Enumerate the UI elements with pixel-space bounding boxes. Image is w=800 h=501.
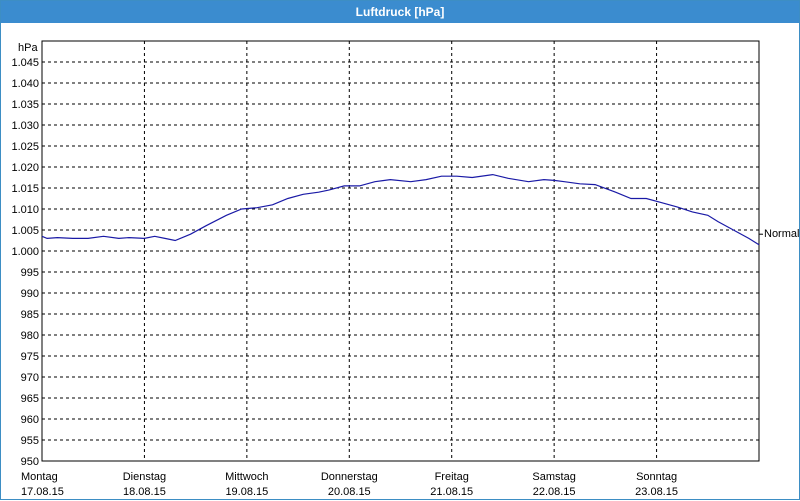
- x-tick-day-label: Mittwoch: [225, 471, 268, 483]
- y-tick-label: 950: [21, 456, 39, 468]
- x-tick-date-label: 22.08.15: [533, 486, 576, 498]
- x-tick-day-label: Sonntag: [636, 471, 677, 483]
- y-tick-label: 955: [21, 435, 39, 447]
- y-tick-label: 1.045: [11, 57, 39, 69]
- y-axis-label: hPa: [18, 42, 38, 54]
- y-tick-label: 990: [21, 288, 39, 300]
- y-tick-label: 960: [21, 414, 39, 426]
- y-tick-label: 1.020: [11, 162, 39, 174]
- y-tick-labels: 950 955 960 965 970 975 980 985 990 995 1.000 1.005…: [11, 57, 39, 468]
- x-tick-day-label: Dienstag: [123, 471, 166, 483]
- series-group: [41, 173, 760, 246]
- window-title: Luftdruck [hPa]: [1, 1, 799, 23]
- y-tick-label: 1.035: [11, 99, 39, 111]
- x-tick-date-label: 17.08.15: [21, 486, 64, 498]
- y-tick-label: 1.005: [11, 225, 39, 237]
- y-tick-label: 975: [21, 351, 39, 363]
- x-tick-day-label: Samstag: [532, 471, 575, 483]
- reference-line-label: Normal: [764, 228, 799, 240]
- y-tick-label: 1.025: [11, 141, 39, 153]
- grid-lines: [42, 41, 763, 461]
- series-line: [41, 173, 760, 246]
- y-tick-label: 980: [21, 330, 39, 342]
- x-tick-labels: Montag 17.08.15 Dienstag 18.08.15 Mittwoch 19…: [21, 471, 678, 498]
- y-tick-label: 970: [21, 372, 39, 384]
- x-tick-date-label: 18.08.15: [123, 486, 166, 498]
- x-tick-day-label: Donnerstag: [321, 471, 378, 483]
- y-tick-label: 1.015: [11, 183, 39, 195]
- y-tick-label: 1.010: [11, 204, 39, 216]
- x-tick-day-label: Montag: [21, 471, 58, 483]
- x-tick-date-label: 21.08.15: [430, 486, 473, 498]
- x-tick-date-label: 23.08.15: [635, 486, 678, 498]
- y-tick-label: 995: [21, 267, 39, 279]
- y-tick-label: 1.000: [11, 246, 39, 258]
- x-tick-date-label: 20.08.15: [328, 486, 371, 498]
- x-tick-day-label: Freitag: [435, 471, 469, 483]
- y-tick-label: 965: [21, 393, 39, 405]
- y-tick-label: 985: [21, 309, 39, 321]
- plot-area: [41, 40, 760, 462]
- y-tick-label: 1.030: [11, 120, 39, 132]
- x-tick-date-label: 19.08.15: [225, 486, 268, 498]
- y-tick-label: 1.040: [11, 78, 39, 90]
